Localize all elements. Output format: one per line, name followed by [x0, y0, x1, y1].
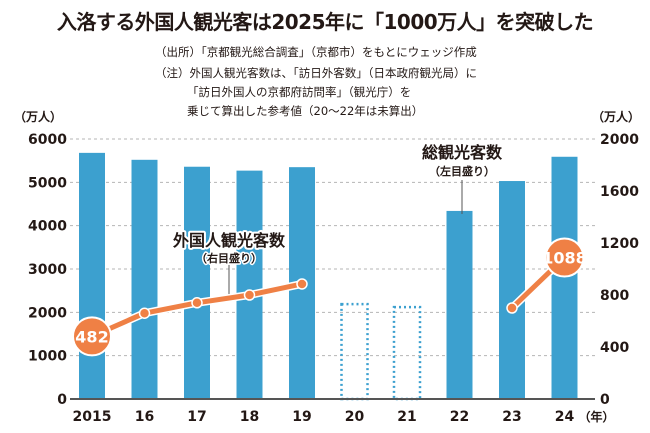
- right-tick-label: 800: [600, 288, 629, 304]
- line-point: [191, 297, 203, 309]
- foreign-series-axis-note: （右目盛り）: [196, 251, 262, 265]
- right-axis-unit: （万人）: [592, 110, 641, 124]
- x-tick-label: 22: [450, 409, 469, 425]
- x-tick-label: 20: [345, 409, 365, 425]
- bar-estimated: [392, 305, 422, 401]
- x-tick-label: 17: [187, 409, 206, 425]
- right-tick-label: 1200: [600, 236, 639, 252]
- x-axis-ticks: 2015 16 17 18 19 20 21 22 23 24: [73, 409, 575, 425]
- foreign-series-label: 外国人観光客数: [172, 231, 286, 250]
- x-tick-label: 24: [555, 409, 575, 425]
- bar: [184, 166, 210, 399]
- data-label: 482: [75, 327, 108, 346]
- bar: [236, 170, 263, 399]
- left-tick-label: 6000: [28, 132, 67, 148]
- line-point: [243, 289, 256, 301]
- left-tick-label: 5000: [28, 175, 67, 191]
- bar: [79, 152, 105, 399]
- left-tick-label: 3000: [28, 262, 67, 278]
- left-axis-unit: （万人）: [14, 110, 63, 124]
- x-tick-label: 16: [135, 409, 154, 425]
- bar: [551, 156, 578, 399]
- value-bubble: [544, 237, 585, 278]
- right-tick-label: 0: [600, 392, 610, 408]
- total-series-label: 総観光客数: [422, 143, 503, 162]
- total-series-axis-note: （左目盛り）: [429, 164, 495, 178]
- left-tick-label: 4000: [28, 219, 67, 235]
- x-tick-label: 19: [292, 409, 311, 425]
- bar: [131, 159, 158, 399]
- value-bubble: [72, 316, 112, 357]
- bar-estimated: [340, 302, 369, 401]
- right-axis-ticks: 0 400 800 1200 1600 2000: [600, 132, 639, 408]
- chart-title: 入洛する外国人観光客は2025年に「1000万人」を突破した: [56, 10, 594, 34]
- left-tick-label: 1000: [28, 349, 67, 365]
- note-line-3: 乗じて算出した参考値（20～22年は未算出）: [187, 104, 424, 118]
- x-tick-label: 18: [240, 409, 259, 425]
- x-tick-label: 23: [502, 409, 521, 425]
- note-line-1: （注）外国人観光客数は、「訪日外客数」（日本政府観光局）に: [155, 66, 477, 80]
- left-tick-label: 0: [57, 392, 67, 408]
- line-series: 482 1088: [72, 237, 587, 357]
- bar-series: [79, 152, 578, 401]
- line-point: [138, 307, 151, 319]
- data-label: 1088: [542, 249, 587, 268]
- left-tick-label: 2000: [28, 305, 67, 321]
- x-axis-unit: （年）: [579, 409, 615, 424]
- source-note: （出所）「京都観光総合調査」（京都市）をもとにウェッジ作成: [155, 45, 477, 59]
- line-point: [296, 278, 308, 290]
- x-tick-label: 21: [397, 409, 416, 425]
- line-point: [506, 302, 518, 314]
- annotations: 外国人観光客数 （右目盛り） 総観光客数 （左目盛り）: [170, 141, 505, 298]
- right-tick-label: 1600: [600, 184, 639, 200]
- right-tick-label: 2000: [600, 132, 639, 148]
- x-tick-label: 2015: [73, 409, 112, 425]
- right-tick-label: 400: [600, 340, 629, 356]
- bar: [446, 210, 473, 399]
- bar: [499, 181, 525, 399]
- left-axis-ticks: 0 1000 2000 3000 4000 5000 6000: [28, 132, 67, 408]
- note-line-2: 「訪日外国人の京都府訪問率」（観光庁）を: [187, 85, 412, 99]
